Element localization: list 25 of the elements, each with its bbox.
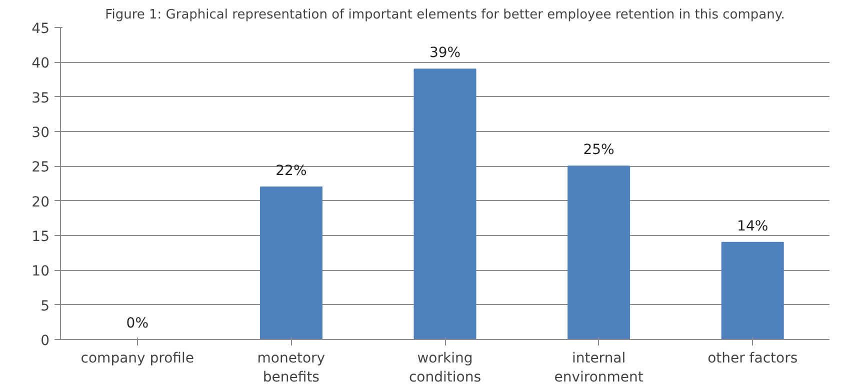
y-tick-label: 25 <box>32 160 50 176</box>
y-tick-label: 35 <box>32 90 50 106</box>
y-tick-label: 30 <box>32 125 50 141</box>
y-tick-label: 15 <box>32 229 50 245</box>
x-tick-label: company profile <box>80 350 194 366</box>
y-tick-label: 0 <box>40 333 50 349</box>
y-tick-label: 5 <box>40 298 50 314</box>
y-tick-label: 20 <box>32 194 50 210</box>
bar <box>568 166 630 340</box>
data-label: 0% <box>126 316 149 332</box>
y-tick-label: 45 <box>32 21 50 37</box>
bar <box>721 242 784 340</box>
x-tick-label: monetory benefits <box>257 350 326 386</box>
data-label: 25% <box>583 142 614 158</box>
data-label: 14% <box>737 218 768 234</box>
x-tick-label: other factors <box>708 350 798 366</box>
x-tick-label: working conditions <box>408 350 482 386</box>
y-tick-label: 40 <box>32 56 50 72</box>
chart-title: Figure 1: Graphical representation of important elements for better employee retention in this company. <box>105 8 785 22</box>
y-tick-label: 10 <box>32 264 50 280</box>
bar <box>414 68 476 340</box>
bar <box>260 186 322 340</box>
data-label: 39% <box>429 45 461 62</box>
data-label: 22% <box>276 162 307 179</box>
x-tick-label: internal environment <box>554 350 644 386</box>
